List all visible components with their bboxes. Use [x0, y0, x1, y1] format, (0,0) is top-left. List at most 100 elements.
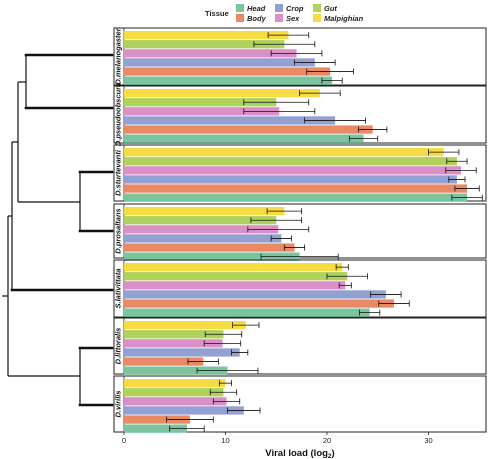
bar-head [124, 308, 370, 317]
phylogenetic-tree [2, 53, 114, 407]
error-bar-gut [253, 41, 316, 48]
x-axis-title-suffix: ) [332, 448, 335, 459]
legend-entry-crop: Crop [275, 4, 304, 13]
error-bar-malpighian [428, 149, 460, 156]
legend-swatch-gut [313, 4, 321, 12]
legend-label-sex: Sex [286, 14, 300, 23]
error-bar-sex [203, 340, 242, 347]
bar-body [124, 415, 190, 424]
legend-entry-sex: Sex [275, 14, 300, 23]
error-bar-sex [445, 167, 477, 174]
bar-crop [124, 406, 244, 415]
bar-crop [124, 234, 282, 243]
bar-body [124, 243, 295, 252]
bar-malpighian [124, 207, 285, 216]
error-bar-sex [270, 50, 323, 57]
error-bar-body [166, 416, 214, 423]
bar-gut [124, 216, 277, 225]
bar-sex [124, 49, 297, 58]
bar-gut [124, 40, 285, 49]
error-bar-body [358, 126, 388, 133]
x-tick-label: 0 [122, 436, 126, 445]
bar-malpighian [124, 89, 320, 98]
panel-frame [113, 375, 487, 433]
x-tick-label: 10 [221, 436, 229, 445]
bar-sex [124, 225, 279, 234]
legend-swatch-head [236, 4, 244, 12]
error-bar-body [378, 300, 410, 307]
panel-d-melanogaster: D.melanogaster [113, 27, 487, 86]
error-bar-malpighian [266, 208, 303, 215]
error-bar-sex [338, 282, 352, 289]
error-bar-gut [204, 331, 243, 338]
panel-d-littoralis: D.littoralis [113, 317, 487, 375]
bar-gut [124, 157, 457, 166]
error-bar-malpighian [219, 380, 232, 387]
x-axis-title-main: Viral load (log [265, 448, 328, 459]
error-bar-crop [270, 235, 292, 242]
panel-species-label: D.virilis [114, 390, 123, 417]
bar-gut [124, 388, 224, 397]
error-bar-body [306, 68, 354, 75]
bar-sex [124, 397, 227, 406]
error-bar-crop [304, 117, 366, 124]
bar-sex [124, 339, 223, 348]
x-axis-title-subscript: 2 [328, 453, 332, 459]
bar-head [124, 366, 228, 375]
error-bar-malpighian [335, 264, 349, 271]
error-bar-sex [243, 108, 316, 115]
legend-entry-malpighian: Malpighian [313, 14, 364, 23]
bar-crop [124, 58, 315, 67]
error-bar-gut [326, 273, 369, 280]
error-bar-gut [209, 389, 238, 396]
error-bar-gut [243, 99, 310, 106]
error-bar-head [196, 367, 259, 374]
panel-frame [113, 203, 487, 259]
error-bar-head [169, 425, 205, 432]
panel-s-lativittata: S.lativittata [113, 259, 487, 318]
legend-swatch-sex [275, 14, 283, 22]
legend-label-crop: Crop [286, 4, 304, 13]
error-bar-body [187, 358, 219, 365]
bar-sex [124, 166, 461, 175]
legend-label-gut: Gut [324, 4, 337, 13]
error-bar-crop [294, 59, 336, 66]
panel-species-label: D.prosaltans [114, 208, 123, 253]
legend-entry-body: Body [236, 14, 267, 23]
x-axis: 0 10 20 30 Viral load (log2) [122, 432, 433, 459]
legend-title: Tissue [205, 9, 229, 18]
error-bar-sex [212, 398, 241, 405]
bar-malpighian [124, 321, 246, 330]
x-tick-label: 20 [323, 436, 331, 445]
error-bar-gut [446, 158, 468, 165]
panel-frame [113, 85, 487, 144]
error-bar-body [454, 185, 480, 192]
legend-swatch-body [236, 14, 244, 22]
panel-frame [113, 27, 487, 86]
panel-d-virilis: D.virilis [113, 375, 487, 433]
error-bar-head [260, 253, 339, 260]
bar-head [124, 134, 364, 143]
legend-label-head: Head [247, 4, 266, 13]
legend-label-malpighian: Malpighian [324, 14, 364, 23]
error-bar-malpighian [232, 322, 260, 329]
bar-malpighian [124, 148, 444, 157]
legend-entry-gut: Gut [313, 4, 337, 13]
panel-frame [113, 259, 487, 318]
error-bar-body [283, 244, 306, 251]
bar-head [124, 252, 300, 261]
error-bar-malpighian [267, 32, 310, 39]
error-bar-crop [370, 291, 402, 298]
panel-d-prosaltans: D.prosaltans [113, 203, 487, 261]
bar-crop [124, 348, 240, 357]
bar-malpighian [124, 379, 226, 388]
error-bar-head [359, 309, 381, 316]
legend-swatch-malpighian [313, 14, 321, 22]
legend-label-body: Body [247, 14, 267, 23]
error-bar-malpighian [299, 90, 341, 97]
bar-malpighian [124, 31, 289, 40]
bar-body [124, 184, 468, 193]
